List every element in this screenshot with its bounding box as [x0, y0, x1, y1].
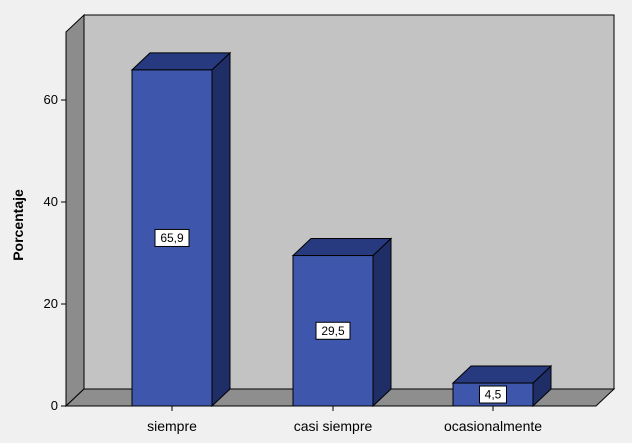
bar-top	[130, 52, 232, 71]
bar: 29,5	[291, 237, 393, 408]
y-tick-label: 20	[44, 296, 58, 311]
side-wall	[65, 13, 85, 408]
y-tick-label: 60	[44, 92, 58, 107]
bar: 65,9	[130, 51, 232, 408]
data-label-box	[479, 385, 507, 404]
bars: 65,9 29,5 4,5	[130, 51, 553, 408]
bar-top	[451, 365, 553, 384]
bar-front	[292, 255, 374, 407]
data-label-box	[315, 321, 351, 340]
data-label-box	[154, 228, 190, 247]
bar-side	[211, 51, 231, 408]
data-label: 29,5	[321, 324, 345, 338]
y-axis-title: Porcentaje	[10, 189, 26, 261]
x-tick-label: siempre	[147, 418, 197, 434]
x-tick-label: casi siempre	[294, 418, 373, 434]
bar: 4,5	[451, 364, 553, 408]
x-tick-label: ocasionalmente	[444, 418, 542, 434]
y-tick-label: 0	[51, 398, 58, 413]
y-axis: 0 20 40 60	[44, 32, 67, 413]
data-label: 4,5	[485, 388, 502, 402]
data-label: 65,9	[160, 231, 184, 245]
bar-top	[291, 238, 393, 257]
y-tick-label: 40	[44, 194, 58, 209]
x-axis: siempre casi siempre ocasionalmente	[147, 406, 542, 434]
bar-side	[372, 237, 392, 408]
